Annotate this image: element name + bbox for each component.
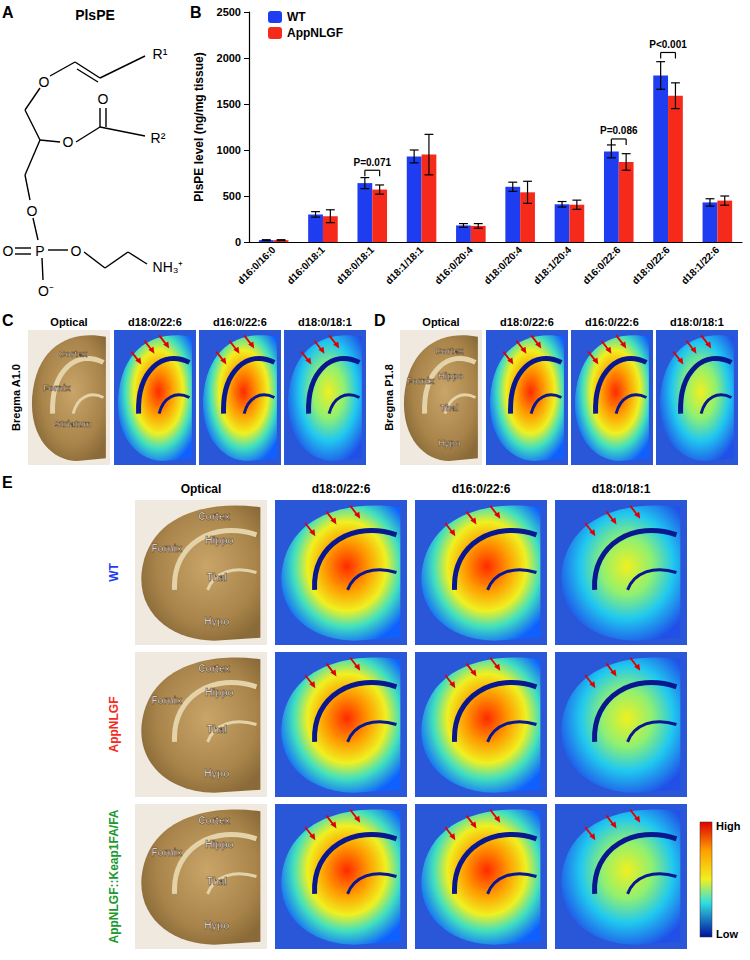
svg-text:P=0.086: P=0.086: [600, 125, 638, 136]
svg-text:d18:0/22:6: d18:0/22:6: [630, 244, 673, 287]
svg-text:B: B: [190, 4, 202, 21]
svg-text:R²: R²: [151, 130, 166, 146]
svg-text:d16:0/16:0: d16:0/16:0: [235, 244, 278, 287]
svg-text:Bregma P1.8: Bregma P1.8: [383, 364, 395, 431]
svg-text:Fornix: Fornix: [151, 695, 182, 706]
svg-text:O: O: [39, 74, 50, 90]
svg-text:d16:0/22:6: d16:0/22:6: [580, 244, 623, 287]
svg-text:d16:0/20:4: d16:0/20:4: [432, 244, 475, 287]
svg-text:d18:0/18:1: d18:0/18:1: [670, 316, 724, 328]
svg-text:d18:0/20:4: d18:0/20:4: [482, 244, 525, 287]
svg-text:PlsPE level (ng/mg tissue): PlsPE level (ng/mg tissue): [192, 52, 206, 201]
svg-text:Hypo: Hypo: [204, 616, 229, 627]
svg-text:d18:0/22:6: d18:0/22:6: [128, 316, 182, 328]
svg-text:AppNLGF: AppNLGF: [107, 697, 121, 753]
svg-text:High: High: [716, 820, 741, 832]
svg-text:O: O: [3, 243, 14, 259]
svg-text:Hypo: Hypo: [204, 768, 229, 779]
svg-text:Thal: Thal: [207, 572, 228, 583]
svg-text:Cortex: Cortex: [198, 815, 230, 826]
svg-text:Thal: Thal: [207, 724, 228, 735]
svg-text:Hippo: Hippo: [205, 687, 233, 698]
svg-text:C: C: [2, 312, 14, 329]
svg-text:Fornix: Fornix: [407, 376, 435, 386]
svg-text:R¹: R¹: [153, 46, 168, 62]
svg-text:O: O: [98, 91, 109, 107]
svg-text:Fornix: Fornix: [151, 543, 182, 554]
svg-text:d18:1/20:4: d18:1/20:4: [531, 244, 574, 287]
svg-text:Striatum: Striatum: [55, 419, 92, 429]
svg-text:Cortex: Cortex: [198, 511, 230, 522]
svg-text:P: P: [35, 243, 44, 259]
svg-text:Low: Low: [716, 928, 738, 940]
svg-text:d16:0/22:6: d16:0/22:6: [452, 482, 511, 496]
svg-text:0: 0: [235, 236, 241, 248]
svg-text:Cortex: Cortex: [198, 663, 230, 674]
svg-text:PlsPE: PlsPE: [75, 7, 115, 23]
svg-text:d18:0/18:1: d18:0/18:1: [592, 482, 651, 496]
svg-text:Hypo: Hypo: [204, 920, 229, 931]
svg-text:Thal: Thal: [207, 876, 228, 887]
svg-text:Cortex: Cortex: [59, 349, 88, 359]
svg-text:Hippo: Hippo: [205, 839, 233, 850]
svg-text:E: E: [2, 474, 13, 491]
svg-text:A: A: [2, 4, 14, 21]
svg-text:AppNLGF::Keap1FA/FA: AppNLGF::Keap1FA/FA: [107, 809, 121, 943]
svg-text:O⁻: O⁻: [38, 283, 54, 299]
svg-text:d16:0/22:6: d16:0/22:6: [585, 316, 639, 328]
svg-text:Optical: Optical: [422, 316, 459, 328]
svg-text:2000: 2000: [217, 52, 241, 64]
svg-text:Fornix: Fornix: [43, 383, 71, 393]
svg-text:d18:0/22:6: d18:0/22:6: [312, 482, 371, 496]
svg-text:Fornix: Fornix: [151, 847, 182, 858]
svg-text:Optical: Optical: [50, 316, 87, 328]
svg-text:WT: WT: [107, 563, 121, 582]
svg-text:500: 500: [223, 190, 241, 202]
svg-text:d16:0/18:1: d16:0/18:1: [285, 244, 328, 287]
svg-text:P<0.001: P<0.001: [649, 39, 687, 50]
svg-text:D: D: [374, 312, 386, 329]
svg-text:1500: 1500: [217, 98, 241, 110]
svg-text:Hippo: Hippo: [438, 371, 464, 381]
svg-text:d18:0/18:1: d18:0/18:1: [298, 316, 352, 328]
svg-text:d18:0/22:6: d18:0/22:6: [500, 316, 554, 328]
svg-text:WT: WT: [287, 10, 306, 24]
svg-text:Hippo: Hippo: [205, 535, 233, 546]
svg-text:d18:1/22:6: d18:1/22:6: [679, 244, 722, 287]
svg-text:Bregma A1.0: Bregma A1.0: [10, 364, 22, 431]
svg-text:O: O: [27, 203, 38, 219]
svg-text:AppNLGF: AppNLGF: [287, 26, 343, 40]
svg-text:1000: 1000: [217, 144, 241, 156]
svg-text:P=0.071: P=0.071: [353, 157, 391, 168]
svg-text:O: O: [63, 134, 74, 150]
svg-text:d16:0/22:6: d16:0/22:6: [213, 316, 267, 328]
svg-text:Thal: Thal: [440, 403, 459, 413]
svg-text:2500: 2500: [217, 6, 241, 18]
svg-text:O: O: [71, 243, 82, 259]
svg-text:NH₃⁺: NH₃⁺: [153, 259, 184, 275]
svg-text:Cortex: Cortex: [435, 346, 464, 356]
svg-text:Optical: Optical: [181, 482, 222, 496]
svg-text:d18:1/18:1: d18:1/18:1: [383, 244, 426, 287]
svg-text:d18:0/18:1: d18:0/18:1: [334, 244, 377, 287]
svg-text:Hypo: Hypo: [438, 438, 461, 448]
